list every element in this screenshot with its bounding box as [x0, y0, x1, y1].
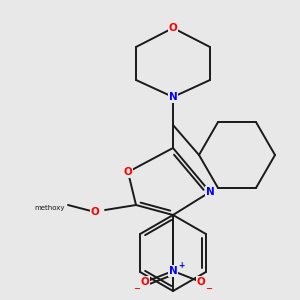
Text: +: + [178, 260, 184, 269]
Text: −: − [134, 284, 140, 293]
Text: N: N [169, 92, 177, 102]
Text: N: N [169, 266, 177, 276]
Text: −: − [206, 284, 212, 293]
Text: O: O [124, 167, 132, 177]
Text: O: O [141, 277, 149, 287]
Text: methoxy: methoxy [35, 205, 65, 211]
Text: O: O [91, 207, 99, 217]
Text: O: O [169, 23, 177, 33]
Text: N: N [206, 187, 214, 197]
Text: O: O [196, 277, 206, 287]
